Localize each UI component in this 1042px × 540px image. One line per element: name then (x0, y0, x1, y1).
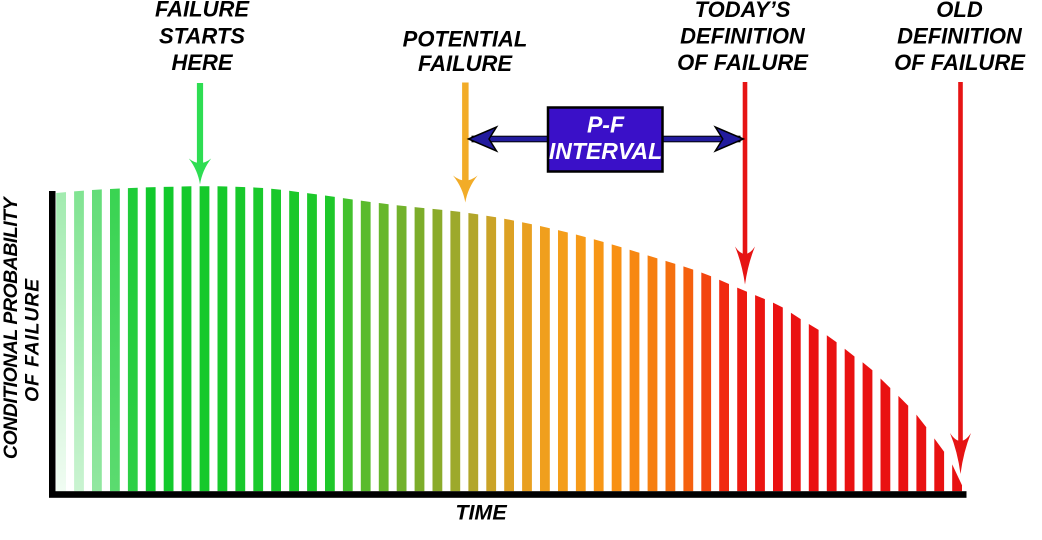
svg-text:POTENTIAL: POTENTIAL (403, 27, 528, 52)
svg-text:CONDITIONAL PROBABILITY: CONDITIONAL PROBABILITY (0, 195, 22, 459)
svg-text:DEFINITION: DEFINITION (680, 24, 806, 49)
svg-text:OF FAILURE: OF FAILURE (894, 50, 1026, 75)
svg-text:TIME: TIME (455, 501, 507, 525)
svg-text:OF FAILURE: OF FAILURE (22, 278, 44, 402)
svg-text:INTERVAL: INTERVAL (549, 138, 662, 164)
svg-text:TODAY’S: TODAY’S (695, 0, 791, 22)
svg-text:OF FAILURE: OF FAILURE (677, 50, 809, 75)
svg-text:STARTS: STARTS (159, 24, 245, 49)
svg-text:P-F: P-F (587, 112, 625, 138)
svg-text:DEFINITION: DEFINITION (897, 24, 1023, 49)
svg-text:FAILURE: FAILURE (418, 51, 513, 76)
svg-text:OLD: OLD (936, 0, 983, 22)
svg-text:HERE: HERE (171, 50, 233, 75)
svg-text:FAILURE: FAILURE (155, 0, 250, 22)
